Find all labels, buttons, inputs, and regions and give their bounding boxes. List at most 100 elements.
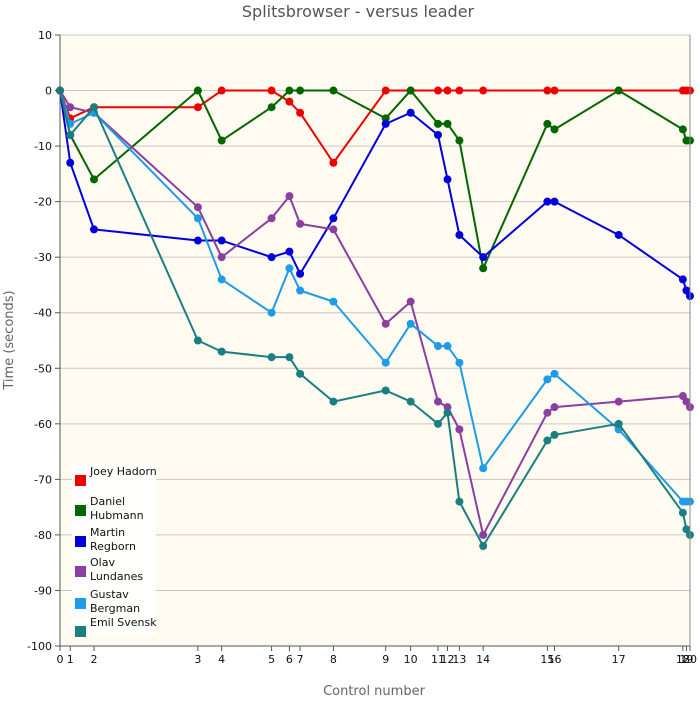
- x-tick-label: 0: [57, 653, 64, 666]
- legend-swatch: [75, 566, 86, 577]
- data-point: [89, 175, 98, 184]
- data-point: [550, 197, 559, 206]
- data-point: [267, 214, 276, 223]
- data-point: [479, 253, 488, 262]
- data-point: [443, 342, 452, 351]
- y-tick-label: 10: [38, 29, 52, 42]
- data-point: [193, 214, 202, 223]
- data-point: [550, 369, 559, 378]
- legend-item: Olav Lundanes: [75, 556, 143, 583]
- data-point: [479, 264, 488, 273]
- legend-item: Martin Regborn: [75, 526, 136, 553]
- y-tick-label: 0: [45, 85, 52, 98]
- data-point: [381, 86, 390, 95]
- data-point: [66, 158, 75, 167]
- data-point: [479, 542, 488, 551]
- data-point: [381, 119, 390, 128]
- data-point: [193, 203, 202, 212]
- chart-title: Splitsbrowser - versus leader: [242, 2, 475, 21]
- x-tick-label: 15: [540, 653, 554, 666]
- data-point: [434, 419, 442, 428]
- data-point: [193, 236, 202, 245]
- x-tick-label: 4: [218, 653, 225, 666]
- data-point: [217, 86, 226, 95]
- x-tick-label: 16: [547, 653, 561, 666]
- data-point: [381, 114, 390, 123]
- x-tick-label: 18: [676, 653, 690, 666]
- data-point: [479, 86, 488, 95]
- data-point: [678, 275, 687, 284]
- data-point: [329, 158, 338, 167]
- data-point: [550, 403, 559, 412]
- legend-swatch: [75, 505, 86, 516]
- data-point: [434, 130, 442, 139]
- data-point: [217, 236, 226, 245]
- data-point: [550, 430, 559, 439]
- data-point: [550, 86, 559, 95]
- data-point: [329, 225, 338, 234]
- data-point: [614, 86, 623, 95]
- series-3: [56, 86, 694, 539]
- data-point: [434, 342, 442, 351]
- y-tick-label: -60: [34, 418, 52, 431]
- legend-label: Gustav Bergman: [90, 588, 140, 615]
- x-tick-label: 10: [404, 653, 418, 666]
- data-point: [381, 319, 390, 328]
- data-point: [296, 269, 305, 278]
- data-point: [434, 86, 442, 95]
- data-point: [434, 397, 442, 406]
- data-point: [406, 397, 415, 406]
- plot-area: [60, 35, 690, 646]
- x-tick-label: 13: [452, 653, 466, 666]
- data-point: [614, 419, 623, 428]
- data-point: [296, 286, 305, 295]
- x-tick-label: 5: [268, 653, 275, 666]
- x-tick-label: 7: [297, 653, 304, 666]
- data-point: [296, 369, 305, 378]
- data-point: [443, 408, 452, 417]
- data-point: [285, 264, 294, 273]
- data-point: [443, 403, 452, 412]
- legend-label: Joey Hadorn: [89, 465, 157, 478]
- data-point: [543, 408, 552, 417]
- series-layer: [56, 86, 694, 551]
- data-point: [381, 358, 390, 367]
- data-point: [479, 530, 488, 539]
- legend-label: Emil Svensk: [90, 616, 157, 629]
- data-point: [329, 397, 338, 406]
- y-tick-label: -20: [34, 196, 52, 209]
- data-point: [267, 86, 276, 95]
- data-point: [614, 230, 623, 239]
- data-point: [434, 119, 442, 128]
- series-5: [56, 86, 694, 551]
- x-tick-label: 11: [431, 653, 445, 666]
- legend-swatch: [75, 598, 86, 609]
- data-point: [614, 397, 623, 406]
- series-1: [56, 86, 694, 273]
- x-tick-label: 20: [683, 653, 697, 666]
- data-point: [89, 225, 98, 234]
- data-point: [406, 108, 415, 117]
- data-point: [267, 253, 276, 262]
- x-tick-label: 2: [90, 653, 97, 666]
- x-axis-label: Control number: [323, 684, 426, 699]
- legend: Joey Hadorn Daniel Hubmann Martin Regborn Ola…: [72, 463, 157, 637]
- data-point: [455, 230, 464, 239]
- data-point: [455, 425, 464, 434]
- legend-item: Joey Hadorn: [75, 465, 157, 486]
- legend-swatch: [75, 536, 86, 547]
- x-tick-label: 12: [441, 653, 455, 666]
- data-point: [406, 86, 415, 95]
- data-point: [217, 347, 226, 356]
- data-point: [296, 219, 305, 228]
- data-point: [193, 86, 202, 95]
- data-point: [329, 297, 338, 306]
- data-point: [267, 308, 276, 317]
- data-point: [678, 508, 687, 517]
- y-axis-label: Time (seconds): [2, 290, 17, 390]
- y-tick-label: -80: [34, 529, 52, 542]
- data-point: [455, 136, 464, 145]
